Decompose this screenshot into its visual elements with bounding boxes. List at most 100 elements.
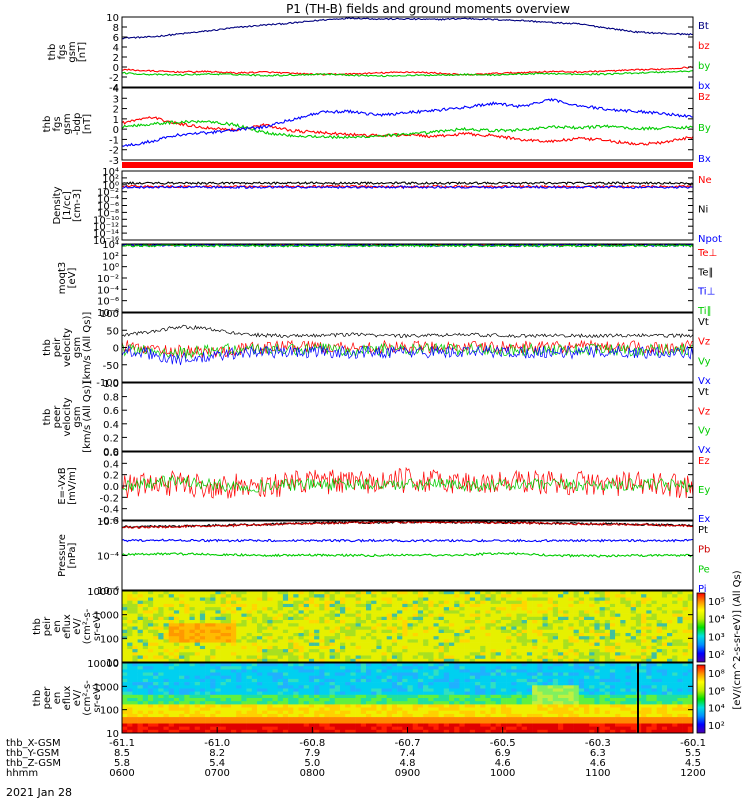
spectrogram-cell xyxy=(625,642,631,647)
spectrogram-cell xyxy=(661,682,668,686)
y-tick-label: 10² xyxy=(102,251,119,262)
spectrogram-cell xyxy=(319,688,325,692)
spectrogram-cell xyxy=(236,610,242,614)
spectrogram-cell xyxy=(163,652,169,656)
spectrogram-cell xyxy=(282,623,289,627)
spectrogram-cell xyxy=(303,639,310,643)
spectrogram-cell xyxy=(163,658,169,663)
spectrogram-cell xyxy=(137,726,144,731)
spectrogram-cell xyxy=(641,649,647,653)
spectrogram-cell xyxy=(257,645,263,650)
spectrogram-cell xyxy=(568,682,574,686)
spectrogram-cell xyxy=(122,603,128,608)
spectrogram-cell xyxy=(257,726,263,731)
spectrogram-cell xyxy=(277,698,284,702)
spectrogram-cell xyxy=(573,633,580,637)
spectrogram-cell xyxy=(651,636,657,640)
spectrogram-cell xyxy=(615,639,621,643)
spectrogram-cell xyxy=(220,723,227,727)
spectrogram-cell xyxy=(158,666,164,670)
spectrogram-cell xyxy=(651,613,657,618)
spectrogram-cell xyxy=(578,623,585,627)
spectrogram-cell xyxy=(516,620,522,624)
spectrogram-cell xyxy=(163,626,169,630)
spectrogram-cell xyxy=(293,616,299,621)
spectrogram-cell xyxy=(423,620,429,624)
spectrogram-cell xyxy=(199,652,206,656)
spectrogram-cell xyxy=(677,626,683,630)
spectrogram-cell xyxy=(542,649,548,653)
spectrogram-cell xyxy=(137,610,144,614)
spectrogram-cell xyxy=(516,603,522,608)
spectrogram-cell xyxy=(604,710,611,715)
spectrogram-cell xyxy=(677,669,683,673)
spectrogram-cell xyxy=(459,710,465,715)
spectrogram-cell xyxy=(308,655,315,659)
spectrogram-cell xyxy=(558,649,564,653)
spectrogram-cell xyxy=(199,636,206,640)
spectrogram-cell xyxy=(257,713,263,718)
spectrogram-cell xyxy=(578,704,585,708)
spectrogram-cell xyxy=(199,710,206,715)
spectrogram-cell xyxy=(334,691,341,696)
spectrogram-cell xyxy=(604,713,611,718)
spectrogram-cell xyxy=(205,726,211,731)
spectrogram-cell xyxy=(651,623,657,627)
spectrogram-cell xyxy=(552,639,559,643)
spectrogram-cell xyxy=(599,607,606,611)
spectrogram-cell xyxy=(251,610,258,614)
spectrogram-cell xyxy=(298,649,304,653)
spectrogram-cell xyxy=(199,633,206,637)
spectrogram-cell xyxy=(609,600,616,605)
spectrogram-cell xyxy=(558,652,564,656)
spectrogram-cell xyxy=(386,626,393,630)
spectrogram-cell xyxy=(412,613,419,618)
spectrogram-cell xyxy=(272,713,278,718)
spectrogram-cell xyxy=(210,720,216,724)
spectrogram-cell xyxy=(500,678,507,683)
spectrogram-cell xyxy=(469,603,476,608)
spectrogram-cell xyxy=(308,645,315,650)
spectrogram-cell xyxy=(391,652,398,656)
spectrogram-cell xyxy=(687,623,694,627)
spectrogram-cell xyxy=(630,682,637,686)
spectrogram-cell xyxy=(381,591,387,595)
spectrogram-cell xyxy=(251,626,258,630)
spectrogram-cell xyxy=(215,649,221,653)
spectrogram-cell xyxy=(236,658,242,663)
spectrogram-cell xyxy=(532,669,538,673)
spectrogram-cell xyxy=(682,710,689,715)
legend-vx: Vx xyxy=(698,376,711,387)
spectrogram-cell xyxy=(132,717,138,721)
spectrogram-cell xyxy=(630,675,637,680)
spectrogram-cell xyxy=(630,658,637,663)
spectrogram-cell xyxy=(132,610,138,614)
spectrogram-cell xyxy=(682,613,689,618)
spectrogram-cell xyxy=(391,591,398,595)
spectrogram-cell xyxy=(558,726,564,731)
spectrogram-cell xyxy=(609,672,616,676)
spectrogram-cell xyxy=(428,663,434,667)
spectrogram-cell xyxy=(282,633,289,637)
spectrogram-cell xyxy=(537,707,543,711)
spectrogram-cell xyxy=(148,682,154,686)
spectrogram-cell xyxy=(672,710,678,715)
series-ey-line xyxy=(121,474,694,493)
spectrogram-cell xyxy=(464,600,471,605)
spectrogram-cell xyxy=(485,691,491,696)
spectrogram-cell xyxy=(464,620,471,624)
spectrogram-cell xyxy=(179,594,185,598)
y-tick-label: 100 xyxy=(100,634,119,645)
spectrogram-cell xyxy=(443,694,450,699)
spectrogram-cell xyxy=(661,720,668,724)
spectrogram-cell xyxy=(641,672,647,676)
spectrogram-cell xyxy=(199,682,206,686)
spectrogram-cell xyxy=(163,675,169,680)
spectrogram-cell xyxy=(646,597,652,601)
spectrogram-cell xyxy=(371,666,377,670)
spectrogram-cell xyxy=(599,691,606,696)
spectrogram-cell xyxy=(469,675,476,680)
spectrogram-cell xyxy=(454,652,460,656)
spectrogram-cell xyxy=(454,610,460,614)
